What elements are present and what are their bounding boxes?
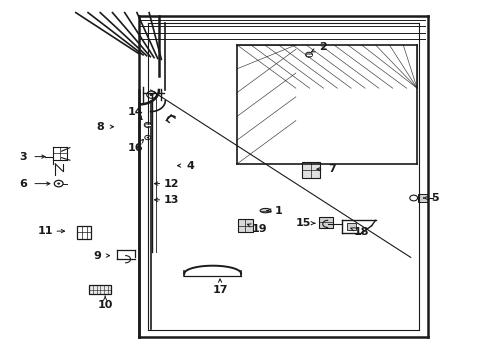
Text: 14: 14 — [128, 107, 143, 117]
Text: 3: 3 — [20, 152, 27, 162]
Circle shape — [149, 93, 153, 96]
Text: 13: 13 — [163, 195, 179, 205]
Ellipse shape — [260, 208, 270, 213]
Text: 9: 9 — [93, 251, 101, 261]
Text: 5: 5 — [430, 193, 438, 203]
Bar — [89, 285, 111, 294]
Text: 10: 10 — [97, 300, 113, 310]
Text: 2: 2 — [318, 42, 326, 52]
Bar — [346, 223, 355, 230]
Text: 4: 4 — [186, 161, 194, 171]
Bar — [318, 217, 332, 228]
Bar — [417, 194, 427, 202]
Text: 17: 17 — [212, 285, 227, 295]
Bar — [77, 226, 91, 239]
Text: 6: 6 — [20, 179, 27, 189]
Text: 12: 12 — [163, 179, 179, 189]
Bar — [237, 219, 253, 232]
Text: 11: 11 — [38, 226, 53, 236]
Text: 19: 19 — [251, 224, 266, 234]
Text: 15: 15 — [295, 218, 310, 228]
Circle shape — [57, 183, 60, 185]
Circle shape — [305, 52, 312, 57]
Text: 8: 8 — [96, 122, 104, 132]
Circle shape — [144, 122, 151, 127]
Text: 18: 18 — [353, 227, 369, 237]
Text: 7: 7 — [328, 164, 336, 174]
Text: 16: 16 — [128, 143, 143, 153]
Text: 1: 1 — [274, 206, 282, 216]
Bar — [302, 162, 319, 178]
Circle shape — [146, 137, 148, 138]
